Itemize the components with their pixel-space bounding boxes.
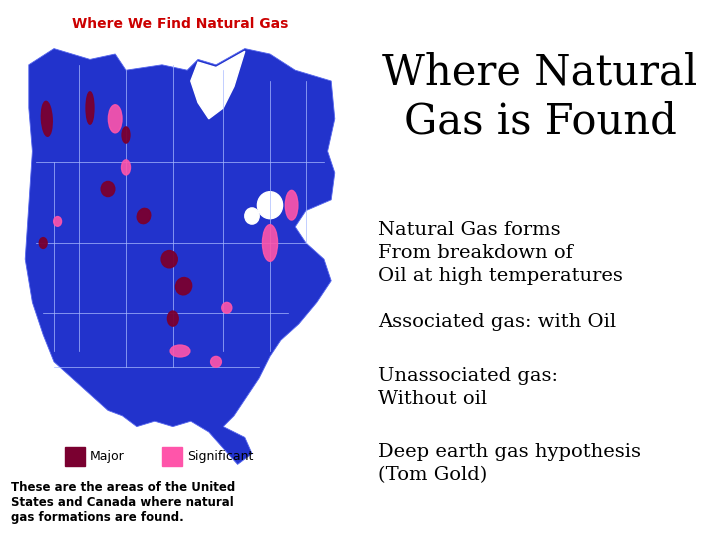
FancyBboxPatch shape (65, 447, 85, 466)
Ellipse shape (222, 302, 232, 313)
Ellipse shape (138, 208, 150, 224)
Text: Associated gas: with Oil: Associated gas: with Oil (378, 313, 616, 331)
Ellipse shape (122, 127, 130, 143)
Text: Major: Major (90, 450, 125, 463)
Text: Natural Gas forms
From breakdown of
Oil at high temperatures: Natural Gas forms From breakdown of Oil … (378, 221, 623, 285)
Text: Where Natural
Gas is Found: Where Natural Gas is Found (382, 52, 698, 143)
Ellipse shape (285, 190, 298, 220)
Text: Deep earth gas hypothesis
(Tom Gold): Deep earth gas hypothesis (Tom Gold) (378, 443, 641, 484)
Polygon shape (191, 51, 245, 119)
Ellipse shape (258, 192, 283, 219)
Ellipse shape (167, 311, 179, 326)
Text: Unassociated gas:
Without oil: Unassociated gas: Without oil (378, 367, 558, 408)
Ellipse shape (210, 356, 222, 367)
Ellipse shape (108, 105, 122, 133)
Ellipse shape (170, 345, 190, 357)
Ellipse shape (176, 278, 192, 295)
Text: Significant: Significant (187, 450, 253, 463)
Ellipse shape (41, 102, 53, 136)
Ellipse shape (161, 251, 177, 268)
Ellipse shape (53, 217, 62, 226)
Ellipse shape (122, 160, 130, 175)
Ellipse shape (86, 92, 94, 124)
Text: These are the areas of the United
States and Canada where natural
gas formations: These are the areas of the United States… (11, 481, 235, 524)
Text: Where We Find Natural Gas: Where We Find Natural Gas (72, 17, 288, 31)
Polygon shape (25, 49, 335, 464)
Ellipse shape (101, 181, 115, 197)
FancyBboxPatch shape (162, 447, 181, 466)
Ellipse shape (245, 208, 259, 224)
Ellipse shape (262, 225, 278, 261)
Ellipse shape (39, 238, 48, 248)
